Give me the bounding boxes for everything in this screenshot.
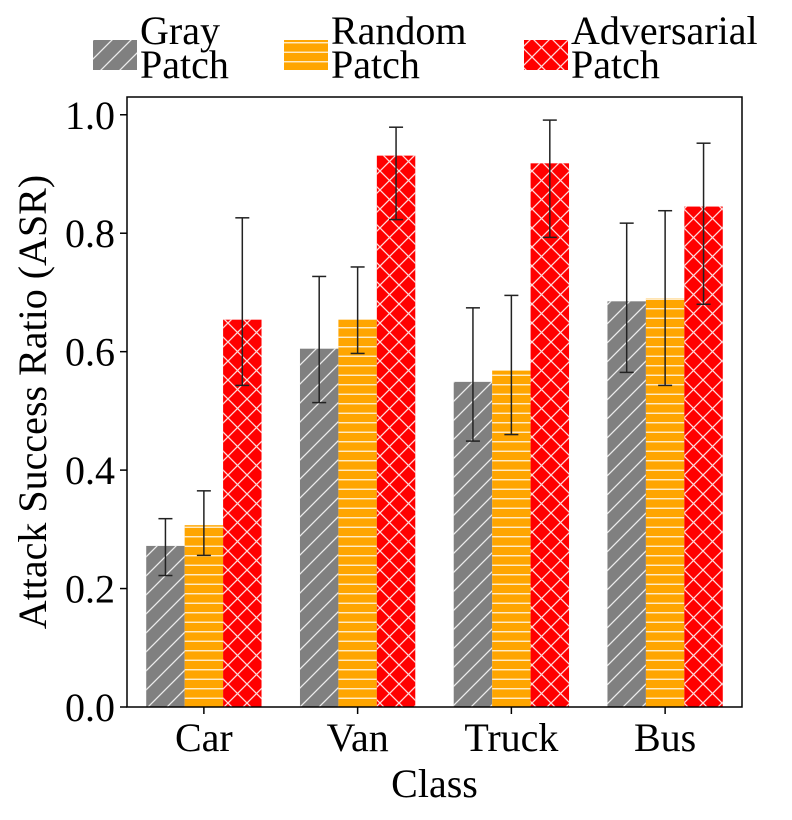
- error-bar-adversarial-patch-van: [389, 126, 404, 221]
- legend-item-gray-patch: Gray Patch: [93, 8, 229, 87]
- x-axis-label: Class: [391, 761, 478, 806]
- error-bar-adversarial-patch-truck: [542, 119, 557, 239]
- bar-hatch-gray-patch-van: [299, 348, 339, 707]
- legend-swatch-hatch-random-patch: [284, 40, 328, 70]
- x-tick-label-truck: Truck: [464, 715, 558, 760]
- bar-hatch-adversarial-patch-truck: [530, 163, 570, 708]
- y-tick-label: 0.8: [65, 211, 115, 256]
- legend-item-random-patch: Random Patch: [284, 8, 467, 87]
- error-bar-adversarial-patch-bus: [696, 142, 711, 306]
- x-tick-label-bus: Bus: [634, 715, 696, 760]
- error-bar-random-patch-truck: [504, 294, 519, 436]
- y-tick-label: 0.0: [65, 685, 115, 730]
- bars-layer: [146, 155, 723, 708]
- error-bar-gray-patch-truck: [465, 307, 480, 442]
- legend-swatch-hatch-gray-patch: [93, 40, 137, 70]
- error-bar-gray-patch-van: [312, 275, 327, 404]
- y-tick-label: 0.6: [65, 330, 115, 375]
- legend-label-adversarial-patch: Adversarial Patch: [571, 8, 758, 87]
- error-bar-adversarial-patch-car: [235, 217, 250, 387]
- x-axis: Car Van Truck Bus: [175, 707, 696, 760]
- error-bar-gray-patch-car: [158, 517, 173, 577]
- legend: Gray Patch Random Patch Adversarial Patch: [93, 8, 758, 87]
- bar-hatch-random-patch-van: [338, 319, 377, 707]
- error-bar-random-patch-bus: [658, 209, 673, 387]
- y-tick-label: 0.2: [65, 567, 115, 612]
- y-axis-label: Attack Success Ratio (ASR): [10, 175, 55, 629]
- y-tick-label: 0.4: [65, 448, 115, 493]
- bar-hatch-adversarial-patch-van: [376, 155, 416, 707]
- legend-item-adversarial-patch: Adversarial Patch: [524, 8, 758, 87]
- error-bars-layer: [158, 119, 711, 577]
- error-bar-random-patch-van: [350, 266, 365, 355]
- x-tick-label-van: Van: [327, 715, 389, 760]
- x-tick-label-car: Car: [175, 715, 233, 760]
- legend-label-random-patch: Random Patch: [331, 8, 467, 87]
- y-axis: 0.0 0.2 0.4 0.6 0.8 1.0: [65, 93, 127, 730]
- legend-swatch-hatch-adversarial-patch: [524, 40, 568, 70]
- error-bar-random-patch-car: [196, 490, 211, 557]
- error-bar-gray-patch-bus: [619, 222, 634, 374]
- y-tick-label: 1.0: [65, 93, 115, 138]
- legend-label-gray-patch: Gray Patch: [140, 8, 229, 87]
- plot-frame: [126, 96, 743, 708]
